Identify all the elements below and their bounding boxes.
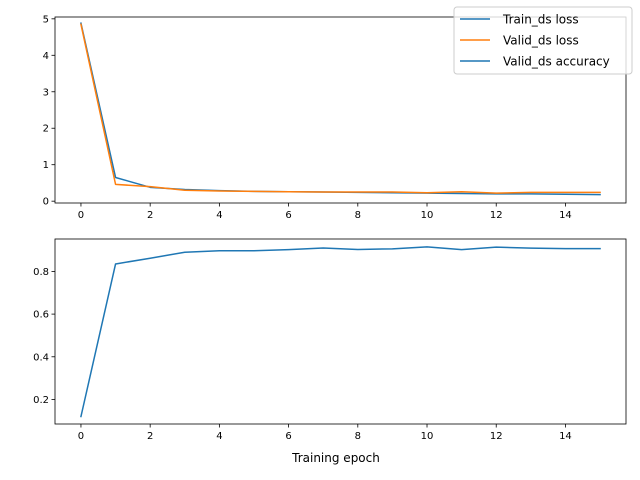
y-tick-label: 1 (43, 160, 49, 171)
x-tick-label: 6 (285, 210, 291, 221)
x-tick-label: 4 (216, 210, 222, 221)
y-tick-label: 0.8 (33, 267, 49, 278)
x-axis-label: Training epoch (291, 451, 380, 465)
x-tick-label: 0 (78, 210, 84, 221)
legend-label: Valid_ds loss (503, 34, 579, 48)
legend-label: Train_ds loss (502, 13, 579, 27)
x-tick-label: 4 (216, 431, 222, 442)
y-tick-label: 4 (43, 51, 49, 62)
y-tick-label: 0.2 (33, 395, 49, 406)
x-tick-label: 0 (78, 431, 84, 442)
legend: Train_ds loss Valid_ds loss Valid_ds accur… (453, 6, 633, 75)
y-tick-label: 2 (43, 124, 49, 135)
accuracy-plot: Training epoch 0 2 4 6 8 10 12 14 0.2 0.4 0.6 0.8 (33, 238, 627, 465)
y-tick-label: 0 (43, 197, 49, 208)
loss-plot-frame (54, 16, 627, 204)
accuracy-plot-frame (54, 238, 627, 425)
y-tick-label: 5 (43, 14, 49, 25)
x-tick-label: 6 (285, 431, 291, 442)
x-tick-label: 12 (490, 210, 503, 221)
x-tick-label: 14 (559, 210, 572, 221)
y-tick-label: 3 (43, 87, 49, 98)
x-tick-label: 8 (355, 431, 361, 442)
series-line-valid-ds-accuracy (80, 246, 601, 418)
x-tick-label: 10 (421, 210, 434, 221)
x-tick-label: 8 (355, 210, 361, 221)
legend-box (453, 6, 633, 75)
x-tick-label: 12 (490, 431, 503, 442)
legend-label: Valid_ds accuracy (503, 55, 610, 69)
y-tick-label: 0.4 (33, 352, 49, 363)
y-tick-label: 0.6 (33, 310, 49, 321)
x-tick-label: 10 (421, 431, 434, 442)
x-tick-label: 14 (559, 431, 572, 442)
x-tick-label: 2 (147, 431, 153, 442)
x-tick-label: 2 (147, 210, 153, 221)
series-line-valid-ds-loss (80, 23, 601, 194)
